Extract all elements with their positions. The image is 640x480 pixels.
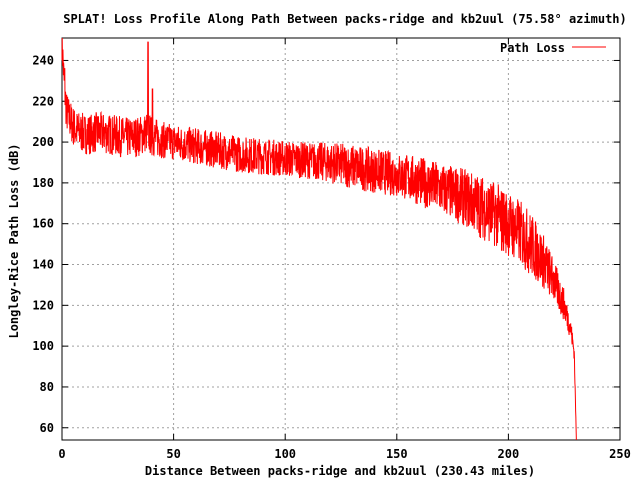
plot-area — [61, 37, 621, 441]
y-tick-label: 120 — [32, 298, 54, 312]
x-tick-label: 150 — [386, 447, 408, 461]
x-axis-label: Distance Between packs-ridge and kb2uul … — [145, 464, 535, 478]
y-tick-label: 140 — [32, 258, 54, 272]
y-tick-label: 180 — [32, 176, 54, 190]
chart-title: SPLAT! Loss Profile Along Path Between p… — [63, 12, 627, 26]
x-tick-label: 100 — [274, 447, 296, 461]
y-tick-label: 240 — [32, 53, 54, 67]
series-layer — [61, 37, 577, 440]
x-tick-label: 200 — [498, 447, 520, 461]
y-tick-label: 100 — [32, 339, 54, 353]
path-loss-series-line — [61, 37, 577, 440]
grid-lines — [62, 38, 620, 440]
y-tick-label: 160 — [32, 217, 54, 231]
legend-label: Path Loss — [500, 41, 565, 55]
legend: Path Loss — [500, 41, 606, 55]
x-tick-label: 0 — [58, 447, 65, 461]
y-axis-label: Longley-Rice Path Loss (dB) — [7, 143, 21, 338]
axis-ticks: 0 50 100 150 200 250 60 80 100 120 140 160 180 200 220… — [32, 38, 631, 461]
y-tick-label: 60 — [40, 421, 54, 435]
y-tick-label: 220 — [32, 94, 54, 108]
y-tick-label: 200 — [32, 135, 54, 149]
x-tick-label: 50 — [166, 447, 180, 461]
y-tick-label: 80 — [40, 380, 54, 394]
x-tick-label: 250 — [609, 447, 631, 461]
